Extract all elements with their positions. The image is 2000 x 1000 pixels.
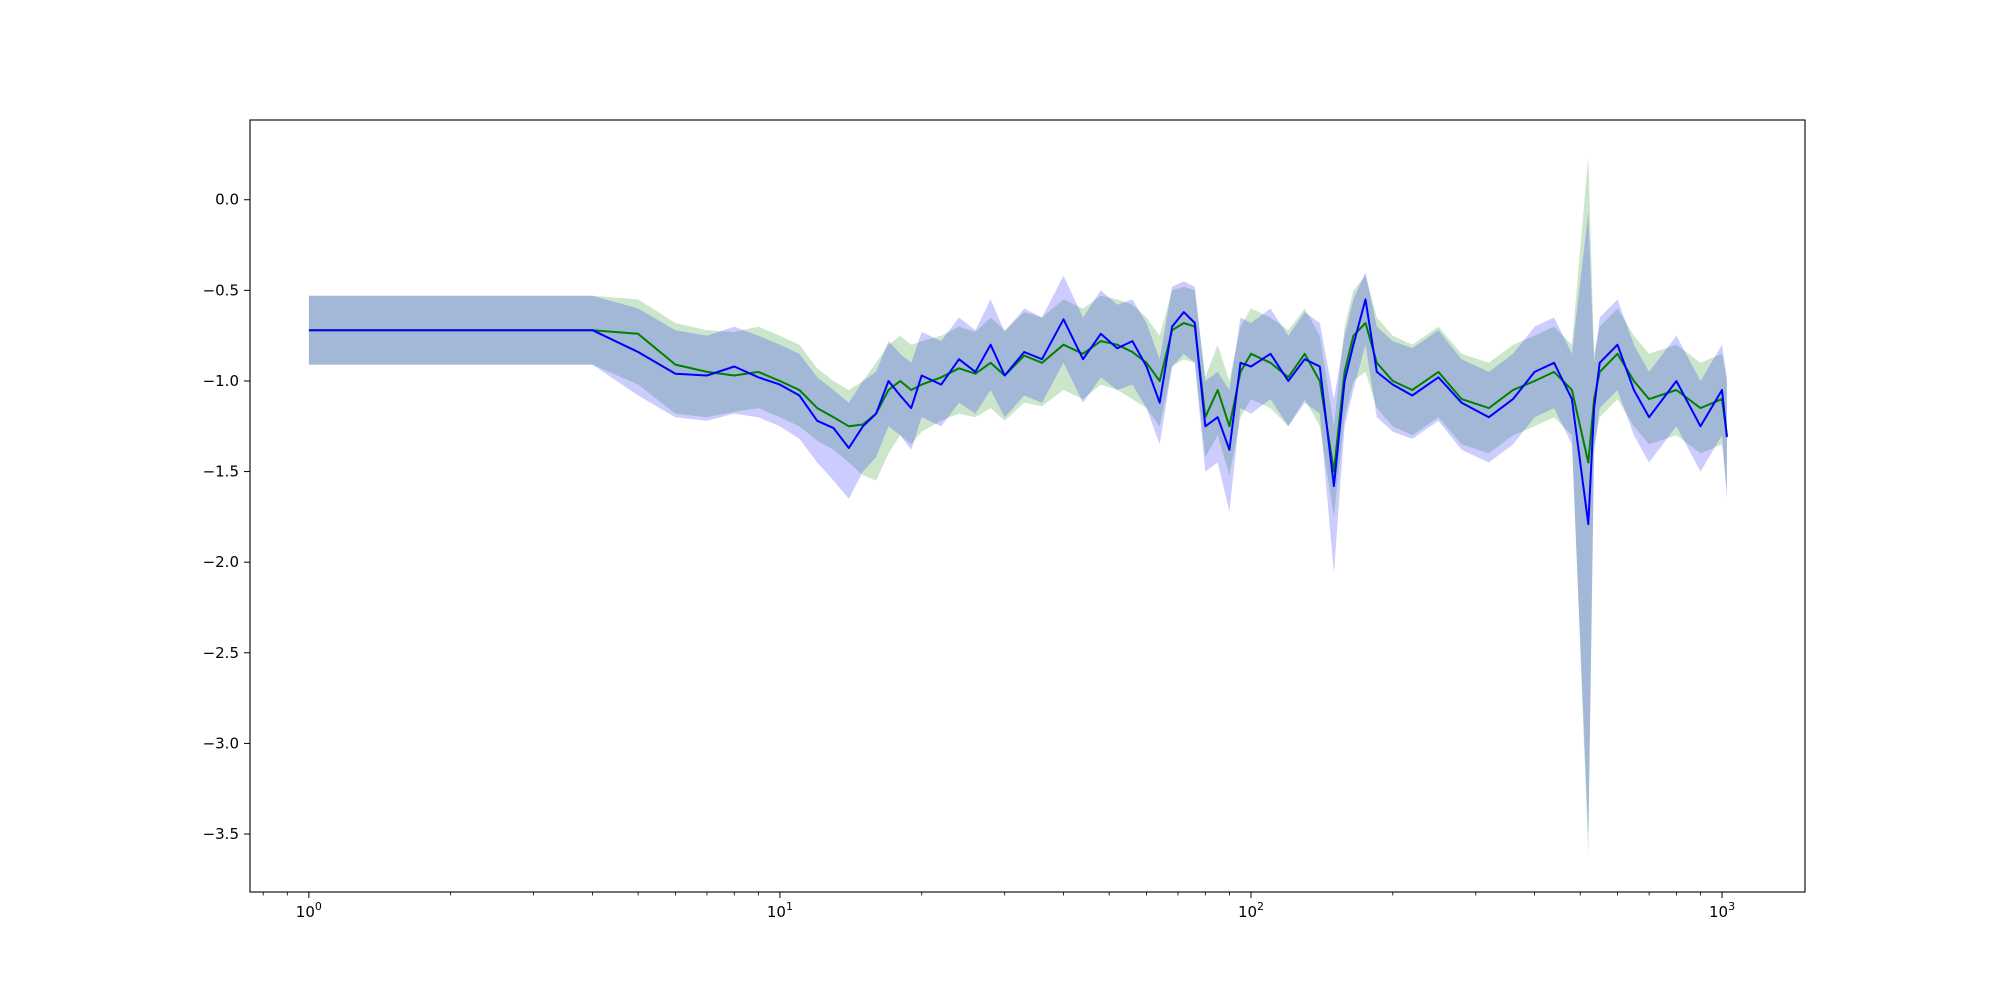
plot-area-frame	[249, 119, 1806, 893]
series-1-band	[308, 156, 1727, 856]
y-tick-label: −3.5	[203, 825, 239, 843]
y-axis: 0.0 −0.5 −1.0 −1.5 −2.0 −2.5 −3.0 −3.5	[203, 191, 250, 843]
y-tick-label: −0.5	[203, 281, 239, 299]
series-1-line	[308, 322, 1728, 473]
x-axis: 100 101 102 103	[262, 892, 1735, 921]
y-tick-label: −3.0	[203, 734, 239, 752]
y-tick-label: −2.5	[203, 644, 239, 662]
y-tick-label: −1.5	[203, 463, 239, 481]
y-tick-label: 0.0	[215, 191, 239, 209]
y-tick-label: −2.0	[203, 553, 239, 571]
confidence-bands	[308, 156, 1727, 856]
x-tick-label: 102	[1238, 900, 1264, 921]
x-tick-label: 101	[767, 900, 793, 921]
x-tick-label: 103	[1709, 900, 1735, 921]
series-2-line	[308, 298, 1728, 526]
y-tick-label: −1.0	[203, 372, 239, 390]
series-2-band	[308, 212, 1727, 834]
x-tick-label: 100	[296, 900, 322, 921]
series-lines	[308, 298, 1728, 526]
